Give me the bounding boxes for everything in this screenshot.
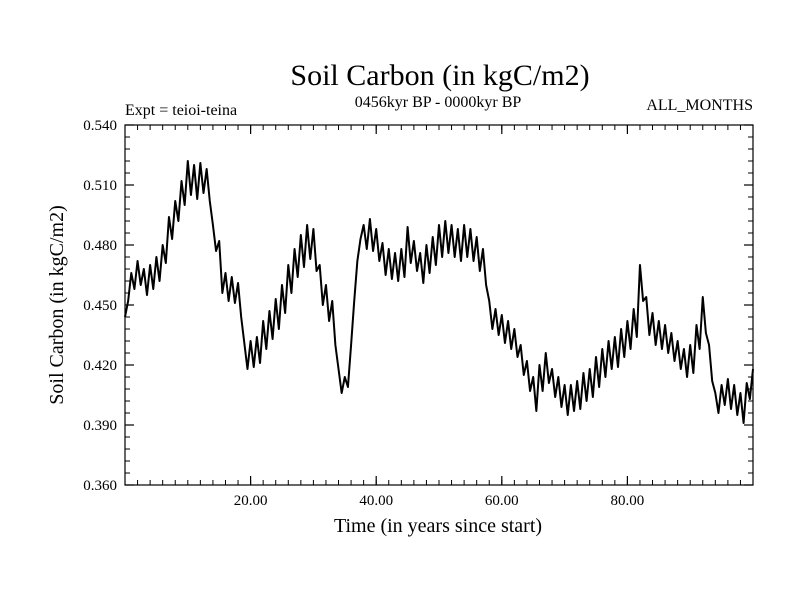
x-tick-label: 20.00 <box>234 493 268 509</box>
y-tick-label: 0.420 <box>83 358 117 374</box>
plot-area: 0.360 0.390 0.420 0.450 0.480 0.510 0.540 20.00… <box>83 118 754 509</box>
y-tick-label: 0.480 <box>83 238 117 254</box>
y-tick-label: 0.390 <box>83 418 117 434</box>
y-tick-label: 0.540 <box>83 118 117 134</box>
y-tick-label: 0.510 <box>83 178 117 194</box>
experiment-label: Expt = teioi-teina <box>125 102 237 119</box>
months-label: ALL_MONTHS <box>646 97 753 114</box>
y-tick-label: 0.450 <box>83 298 117 314</box>
chart-title: Soil Carbon (in kgC/m2) <box>290 59 589 92</box>
y-axis-label: Soil Carbon (in kgC/m2) <box>46 205 68 404</box>
x-tick-label: 40.00 <box>359 493 393 509</box>
plot-frame <box>124 124 754 486</box>
time-range-label: 0456kyr BP - 0000kyr BP <box>355 94 522 111</box>
x-tick-label: 80.00 <box>611 493 645 509</box>
series-line <box>124 160 754 424</box>
x-tick-label: 60.00 <box>485 493 519 509</box>
y-tick-label: 0.360 <box>83 478 117 494</box>
x-axis-label: Time (in years since start) <box>334 515 542 537</box>
